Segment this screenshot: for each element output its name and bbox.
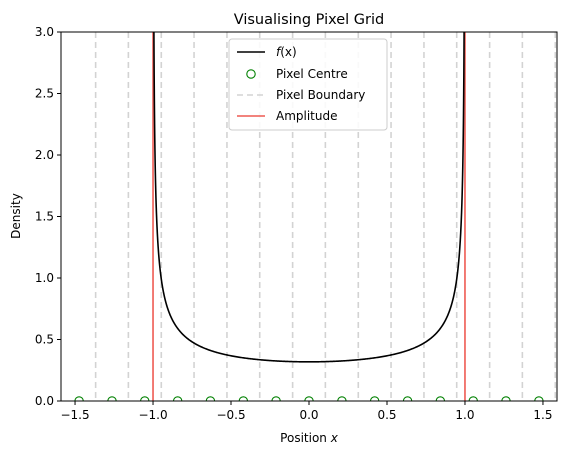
x-tick-label: 0.5 — [377, 408, 396, 422]
y-tick-label: 0.0 — [35, 394, 54, 408]
legend: f(x) Pixel Centre Pixel Boundary Amplitu… — [228, 38, 388, 131]
x-tick-label: −1.0 — [138, 408, 167, 422]
x-tick-label: −0.5 — [216, 408, 245, 422]
legend-amplitude-label: Amplitude — [276, 109, 338, 123]
legend-pixel-centre-label: Pixel Centre — [276, 67, 348, 81]
x-axis-ticks: −1.5 −1.0 −0.5 0.0 0.5 1.0 1.5 — [60, 401, 553, 422]
y-tick-label: 2.0 — [35, 148, 54, 162]
y-axis-label: Density — [9, 193, 23, 239]
x-tick-label: 1.0 — [455, 408, 474, 422]
amplitude-lines — [152, 32, 466, 401]
x-tick-label: −1.5 — [60, 408, 89, 422]
legend-curve-label: f(x) — [276, 45, 297, 59]
x-tick-label: 1.5 — [533, 408, 552, 422]
x-tick-label: 0.0 — [299, 408, 318, 422]
y-tick-label: 2.5 — [35, 87, 54, 101]
y-tick-label: 1.0 — [35, 271, 54, 285]
density-curve — [153, 32, 465, 363]
chart-title: Visualising Pixel Grid — [234, 12, 384, 28]
y-tick-label: 1.5 — [35, 210, 54, 224]
legend-box — [228, 38, 388, 131]
y-tick-label: 0.5 — [35, 333, 54, 347]
legend-pixel-boundary-label: Pixel Boundary — [276, 88, 365, 102]
y-axis-ticks: 0.0 0.5 1.0 1.5 2.0 2.5 3.0 — [35, 25, 61, 408]
y-tick-label: 3.0 — [35, 25, 54, 39]
legend-pixel-centre-swatch — [246, 69, 256, 79]
x-axis-label: Position x — [280, 431, 339, 445]
